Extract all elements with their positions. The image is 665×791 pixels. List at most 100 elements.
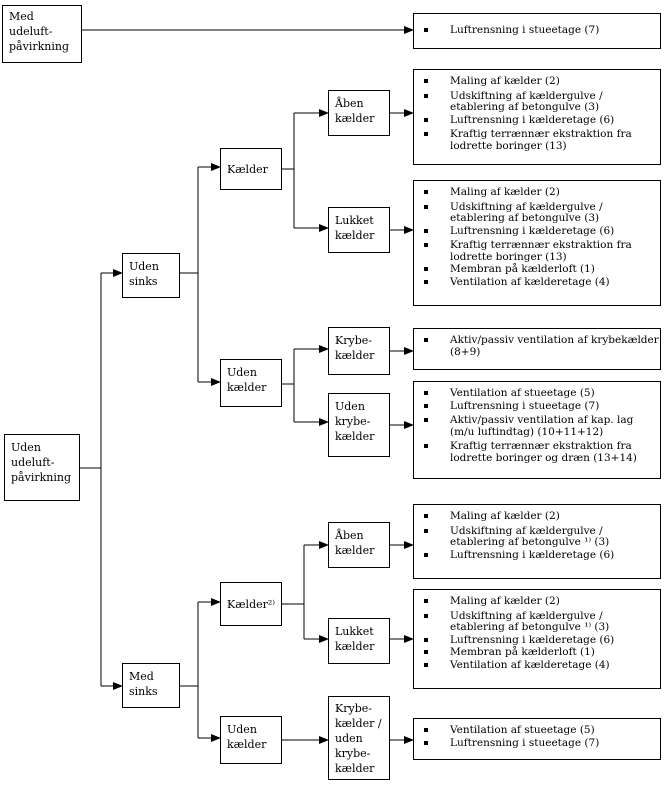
measure-text: Maling af kælder (2) — [450, 510, 560, 522]
measure-text: Luftrensning i kælderetage (6) — [450, 113, 615, 126]
node-line: påvirkning — [11, 471, 71, 484]
bullet-icon — [424, 637, 428, 642]
node-line: påvirkning — [9, 40, 69, 53]
measure-item: Maling af kælder (2) — [424, 595, 654, 608]
bullet-icon — [424, 552, 428, 557]
measures-list-5: Ventilation af stueetage (5) Luftrensning… — [413, 381, 661, 479]
node-line: kælder — [335, 544, 375, 557]
measure-text: Udskiftning af kældergulve / — [450, 524, 603, 537]
measure-item: Ventilation af kælderetage (4) — [424, 276, 654, 289]
node-line: Åben — [335, 97, 364, 110]
node-krybekaelder: Krybe- kælder — [328, 327, 390, 375]
measures-list-6: Maling af kælder (2) Udskiftning af kælde… — [413, 504, 661, 579]
bullet-icon — [424, 528, 428, 533]
node-line: sinks — [129, 685, 158, 698]
node-line: kælder — [227, 738, 267, 751]
node-line: krybe- — [335, 747, 371, 760]
measure-item: Udskiftning af kældergulve / etablering a… — [424, 200, 654, 225]
measure-text: Membran på kælderloft (1) — [450, 646, 595, 658]
measure-item: Udskiftning af kældergulve / etablering a… — [424, 524, 654, 549]
measure-text: etablering af betongulve (3) — [450, 212, 600, 224]
node-line: Kælder — [227, 163, 268, 176]
measure-text: Ventilation af kælderetage (4) — [450, 658, 610, 671]
node-line: Uden — [227, 723, 257, 736]
node-line: sinks — [129, 275, 158, 288]
measure-item: Luftrensning i stueetage (7) — [424, 400, 654, 413]
bullet-icon — [424, 418, 428, 422]
measure-item: Kraftig terrænnær ekstraktion fra lodrett… — [424, 239, 654, 263]
measure-text: etablering af betongulve ¹⁾ (3) — [450, 536, 610, 548]
measure-text: lodrette boringer (13) — [450, 139, 567, 152]
measure-item: Aktiv/passiv ventilation af krybekælder(… — [424, 334, 659, 358]
node-line: Uden — [11, 441, 41, 454]
bullet-icon — [424, 132, 428, 136]
node-line: kælder — [335, 640, 375, 653]
bullet-icon — [424, 338, 428, 342]
measures-list-2: Maling af kælder (2) Udskiftning af kælde… — [413, 69, 661, 165]
bullet-icon — [424, 204, 428, 209]
measure-text: Aktiv/passiv ventilation af krybekælder — [450, 334, 659, 346]
measure-text: Udskiftning af kældergulve / — [450, 89, 603, 102]
node-uden-krybekaelder: Uden krybe- kælder — [328, 393, 390, 457]
node-lukket-kaelder-2: Lukket kælder — [328, 618, 390, 664]
measure-text: Luftrensning i kælderetage (6) — [450, 548, 615, 561]
measure-item: Aktiv/passiv ventilation af kap. lag (m/u… — [424, 414, 654, 438]
node-krybe-uden-krybe: Krybe- kælder / uden krybe- kælder — [328, 696, 390, 780]
measure-item: Udskiftning af kældergulve / etablering a… — [424, 610, 654, 634]
node-uden-sinks: Uden sinks — [122, 253, 180, 298]
measure-text: lodrette boringer (13) — [450, 250, 567, 263]
measure-text: etablering af betongulve ¹⁾ (3) — [450, 621, 610, 633]
node-uden-udeluftpaavirkning: Uden udeluft- påvirkning — [4, 434, 80, 501]
measure-text: Kraftig terrænnær ekstraktion fra — [450, 239, 632, 251]
measure-item: Maling af kælder (2) — [424, 510, 654, 523]
node-kaelder-2: Kælder²⁾ — [220, 582, 282, 626]
measure-text: Maling af kælder (2) — [450, 186, 560, 198]
measures-list-4: Aktiv/passiv ventilation af krybekælder(… — [413, 328, 661, 370]
measures-list-8: Ventilation af stueetage (5) Luftrensning… — [413, 718, 661, 760]
node-line: kælder — [335, 112, 375, 125]
node-line: udeluft- — [9, 25, 53, 38]
measure-item: Luftrensning i kælderetage (6) — [424, 548, 654, 562]
bullet-icon — [424, 613, 428, 618]
measure-text: Ventilation af stueetage (5) — [450, 387, 595, 399]
node-line: kælder — [227, 381, 267, 394]
measure-text: Luftrensning i stueetage (7) — [450, 24, 600, 36]
bullet-icon — [424, 279, 428, 284]
node-line: kælder — [335, 229, 375, 242]
node-lukket-kaelder: Lukket kælder — [328, 207, 390, 253]
measure-item: Kraftig terrænnær ekstraktion fra lodrett… — [424, 440, 654, 464]
measure-item: Kraftig terrænnær ekstraktion fra lodrett… — [424, 128, 654, 152]
bullet-icon — [424, 391, 428, 395]
measure-text: Udskiftning af kældergulve / — [450, 200, 603, 213]
node-line: Med — [9, 10, 34, 23]
measure-text: Kraftig terrænnær ekstraktion fra — [450, 440, 632, 452]
node-line: kælder / — [335, 717, 382, 730]
measure-item: Ventilation af stueetage (5) — [424, 387, 654, 400]
bullet-icon — [424, 403, 428, 408]
node-aaben-kaelder-2: Åben kælder — [328, 522, 390, 568]
bullet-icon — [424, 267, 428, 271]
measure-item: Luftrensning i kælderetage (6) — [424, 113, 654, 127]
node-line: kælder — [335, 762, 375, 775]
measure-item: Ventilation af stueetage (5) — [424, 724, 654, 737]
node-med-sinks: Med sinks — [122, 663, 180, 708]
node-line: Med — [129, 670, 154, 683]
measure-item: Maling af kælder (2) — [424, 75, 654, 88]
measures-list-1: Luftrensning i stueetage (7) — [413, 13, 661, 49]
node-med-udeluftpaavirkning: Med udeluft- påvirkning — [2, 5, 82, 63]
measure-text: Luftrensning i stueetage (7) — [450, 736, 600, 749]
measure-item: Membran på kælderloft (1) — [424, 263, 654, 276]
bullet-icon — [424, 650, 428, 654]
node-aaben-kaelder: Åben kælder — [328, 90, 390, 136]
node-uden-kaelder: Uden kælder — [220, 359, 282, 407]
measure-text: Membran på kælderloft (1) — [450, 263, 595, 275]
measures-list-3: Maling af kælder (2) Udskiftning af kælde… — [413, 180, 661, 306]
bullet-icon — [424, 662, 428, 667]
bullet-icon — [424, 117, 428, 122]
bullet-icon — [424, 728, 428, 732]
node-line: Lukket — [335, 214, 374, 227]
measure-text: (m/u luftindtag) (10+11+12) — [450, 425, 604, 438]
node-line: krybe- — [335, 415, 371, 428]
node-line: Uden — [227, 366, 257, 379]
measure-item: Luftrensning i stueetage (7) — [424, 24, 654, 37]
